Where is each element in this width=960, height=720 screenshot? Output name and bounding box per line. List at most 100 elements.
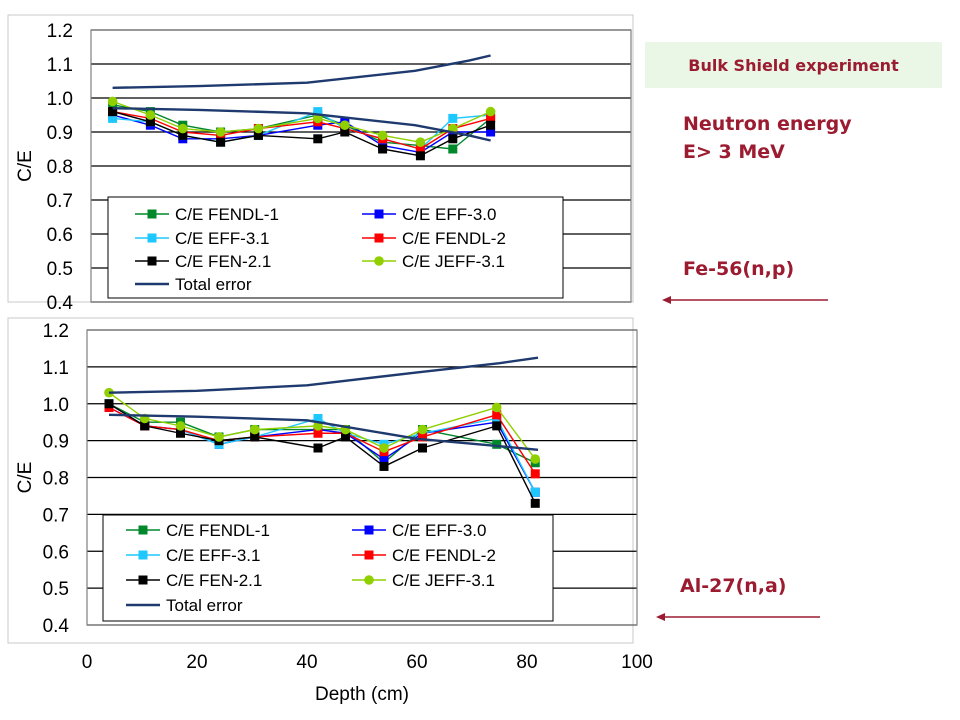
series-group xyxy=(104,356,541,508)
data-point-fen-2-1 xyxy=(250,432,260,442)
panel-frame xyxy=(7,317,634,644)
x-tick-label: 0 xyxy=(82,652,93,673)
y-tick-label: 0.9 xyxy=(43,432,69,453)
y-axis-title: C/E xyxy=(15,462,36,494)
data-point-eff-3-0 xyxy=(379,454,389,464)
legend-label: C/E EFF-3.1 xyxy=(166,546,260,565)
legend-label: C/E FENDL-1 xyxy=(175,205,279,224)
legend-label: Total error xyxy=(166,596,243,615)
data-point-fen-2-1 xyxy=(418,443,427,453)
data-point-eff-3-1 xyxy=(313,107,323,117)
data-point-fen-2-1 xyxy=(313,443,323,453)
series-line-total-error xyxy=(108,356,539,394)
data-point-fen-2-1 xyxy=(108,107,118,117)
data-point-jeff-3-1 xyxy=(417,424,428,435)
data-point-jeff-3-1 xyxy=(175,421,186,431)
series-line-total-error xyxy=(112,107,491,142)
x-tick-label: 60 xyxy=(406,652,427,673)
legend-marker xyxy=(364,575,374,585)
data-point-eff-3-0 xyxy=(486,127,496,137)
series-line-total-error xyxy=(108,413,539,452)
data-point-fen-2-1 xyxy=(378,144,388,154)
y-tick-label: 0.6 xyxy=(43,542,69,563)
data-point-jeff-3-1 xyxy=(253,123,264,134)
y-tick-label: 0.7 xyxy=(47,191,73,212)
data-point-fen-2-1 xyxy=(530,498,540,508)
legend-label: C/E FEN-2.1 xyxy=(166,571,262,590)
y-tick-label: 1.2 xyxy=(43,321,69,342)
y-tick-label: 0.8 xyxy=(47,157,73,178)
data-point-fen-2-1 xyxy=(313,134,323,144)
legend-marker xyxy=(364,525,374,535)
data-point-jeff-3-1 xyxy=(530,454,541,464)
data-point-fendl-2 xyxy=(418,432,427,442)
pointer-arrow-head xyxy=(662,296,671,304)
legend-marker xyxy=(138,550,148,560)
pointer-arrow-head xyxy=(656,613,665,621)
legend-marker xyxy=(138,575,148,585)
y-tick-label: 0.5 xyxy=(43,579,69,600)
legend-label: C/E FENDL-2 xyxy=(402,229,506,248)
data-point-fen-2-1 xyxy=(104,399,114,409)
data-point-fen-2-1 xyxy=(448,134,458,144)
y-tick-label: 1.0 xyxy=(43,395,69,416)
y-tick-label: 0.7 xyxy=(43,505,69,526)
legend-label: C/E EFF-3.0 xyxy=(402,205,496,224)
legend-marker xyxy=(138,525,148,535)
data-point-fendl-1 xyxy=(492,439,502,449)
data-point-fen-2-1 xyxy=(340,127,350,137)
x-axis-title: Depth (cm) xyxy=(315,684,409,705)
data-point-fen-2-1 xyxy=(140,421,150,431)
legend: C/E FENDL-1 C/E EFF-3.0 C/E EFF-3.1 C/E FEN… xyxy=(107,196,564,299)
data-point-eff-3-1 xyxy=(448,113,458,123)
data-point-jeff-3-1 xyxy=(178,123,188,134)
y-tick-label: 1.0 xyxy=(47,89,73,110)
legend-box xyxy=(107,196,564,299)
y-tick-label: 0.5 xyxy=(47,259,73,280)
banner-title: Bulk Shield experiment xyxy=(688,55,899,75)
banner: Bulk Shield experiment xyxy=(645,42,942,88)
data-point-eff-3-1 xyxy=(313,414,323,423)
legend-label: Total error xyxy=(175,275,252,294)
data-point-jeff-3-1 xyxy=(340,120,350,130)
data-point-fen-2-1 xyxy=(486,120,496,130)
legend-marker xyxy=(147,209,157,219)
energy-label-line1: Neutron energy xyxy=(683,113,852,135)
data-point-fendl-2 xyxy=(415,144,425,154)
legend-label: C/E EFF-3.1 xyxy=(175,229,269,248)
legend-marker xyxy=(147,256,157,266)
legend-label: C/E FENDL-2 xyxy=(392,546,496,565)
data-point-fendl-2 xyxy=(486,113,496,123)
data-point-jeff-3-1 xyxy=(379,443,389,453)
data-point-fen-2-1 xyxy=(253,130,263,140)
legend-label: C/E FENDL-1 xyxy=(166,521,270,540)
legend-marker xyxy=(374,209,384,219)
data-point-jeff-3-1 xyxy=(491,402,502,413)
legend-marker xyxy=(147,233,157,243)
plot-area xyxy=(86,329,638,626)
data-point-fen-2-1 xyxy=(415,151,425,161)
legend-label: C/E JEFF-3.1 xyxy=(392,571,495,590)
data-point-jeff-3-1 xyxy=(313,113,323,124)
legend-label: C/E EFF-3.0 xyxy=(392,521,486,540)
data-point-jeff-3-1 xyxy=(215,127,226,137)
legend-marker xyxy=(364,550,374,560)
data-point-fendl-2 xyxy=(492,410,502,420)
data-point-fen-2-1 xyxy=(176,428,185,438)
x-tick-label: 20 xyxy=(186,652,207,673)
data-point-jeff-3-1 xyxy=(485,106,496,117)
data-point-fendl-2 xyxy=(313,428,323,438)
data-point-jeff-3-1 xyxy=(107,96,118,107)
data-point-jeff-3-1 xyxy=(249,424,260,435)
x-tick-label: 80 xyxy=(516,652,537,673)
x-tick-label: 100 xyxy=(621,652,653,673)
chart-panel-1: 0.4 0.5 0.6 0.7 0.8 0.9 1.0 1.1 1.2 C/E C/E FENDL-… xyxy=(7,14,634,314)
y-tick-label: 1.1 xyxy=(43,358,69,379)
data-point-fen-2-1 xyxy=(145,117,155,127)
series-group xyxy=(107,54,496,161)
data-point-jeff-3-1 xyxy=(415,137,426,147)
legend-label: C/E FEN-2.1 xyxy=(175,252,271,271)
legend: C/E FENDL-1 C/E EFF-3.0 C/E EFF-3.1 C/E FEN… xyxy=(102,514,554,622)
series-line-total-error xyxy=(112,54,491,89)
